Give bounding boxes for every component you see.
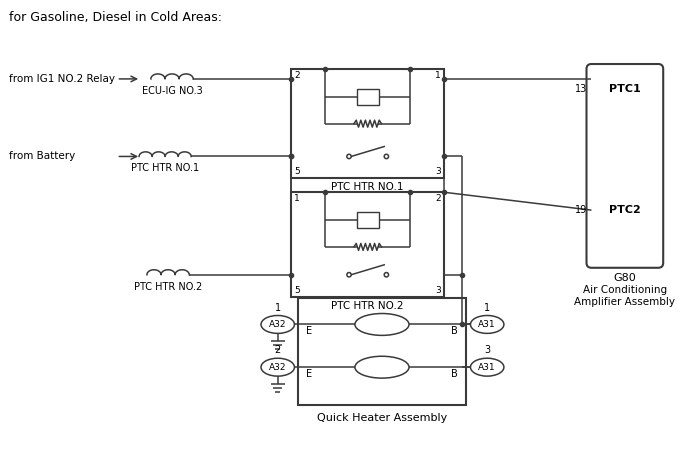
Text: 13: 13 [575, 84, 588, 94]
Text: A32: A32 [269, 320, 286, 329]
Text: PTC HTR NO.2: PTC HTR NO.2 [332, 300, 404, 311]
Ellipse shape [261, 315, 294, 333]
Text: 3: 3 [436, 167, 441, 176]
Bar [299, 298, 466, 405]
FancyBboxPatch shape [586, 64, 663, 268]
Text: A31: A31 [478, 363, 496, 372]
Text: 2: 2 [294, 71, 300, 80]
Ellipse shape [261, 358, 294, 376]
Text: 5: 5 [294, 167, 300, 176]
Ellipse shape [355, 356, 409, 378]
Circle shape [347, 154, 351, 159]
Text: PTC HTR NO.1: PTC HTR NO.1 [332, 182, 404, 192]
Text: 2: 2 [275, 345, 281, 355]
Bar [292, 192, 444, 297]
Bar [357, 89, 378, 105]
Text: for Gasoline, Diesel in Cold Areas:: for Gasoline, Diesel in Cold Areas: [9, 11, 222, 25]
Circle shape [384, 273, 389, 277]
Text: from IG1 NO.2 Relay: from IG1 NO.2 Relay [9, 74, 116, 84]
Circle shape [347, 273, 351, 277]
Ellipse shape [471, 315, 504, 333]
Text: 5: 5 [294, 286, 300, 294]
Text: from Battery: from Battery [9, 151, 76, 162]
Text: 1: 1 [484, 302, 491, 313]
Text: A31: A31 [478, 320, 496, 329]
Text: Amplifier Assembly: Amplifier Assembly [574, 297, 676, 307]
Text: Quick Heater Assembly: Quick Heater Assembly [317, 413, 447, 423]
Ellipse shape [355, 313, 409, 335]
Text: B: B [451, 326, 458, 337]
Text: G80: G80 [614, 273, 636, 283]
Text: 3: 3 [436, 286, 441, 294]
Ellipse shape [471, 358, 504, 376]
Text: 1: 1 [275, 302, 281, 313]
Circle shape [384, 154, 389, 159]
Text: A32: A32 [269, 363, 286, 372]
Text: PTC2: PTC2 [609, 205, 641, 215]
Bar [357, 212, 378, 228]
Bar [292, 69, 444, 178]
Text: E: E [306, 369, 312, 379]
Text: ECU-IG NO.3: ECU-IG NO.3 [142, 86, 202, 96]
Text: PTC HTR NO.2: PTC HTR NO.2 [134, 282, 202, 292]
Text: 3: 3 [484, 345, 491, 355]
Text: E: E [306, 326, 312, 337]
Text: 19: 19 [575, 205, 588, 215]
Text: 1: 1 [436, 71, 441, 80]
Text: PTC HTR NO.1: PTC HTR NO.1 [131, 163, 200, 174]
Text: B: B [451, 369, 458, 379]
Text: 2: 2 [436, 194, 441, 203]
Text: Air Conditioning: Air Conditioning [583, 285, 667, 294]
Text: 1: 1 [294, 194, 300, 203]
Text: PTC1: PTC1 [609, 84, 641, 94]
